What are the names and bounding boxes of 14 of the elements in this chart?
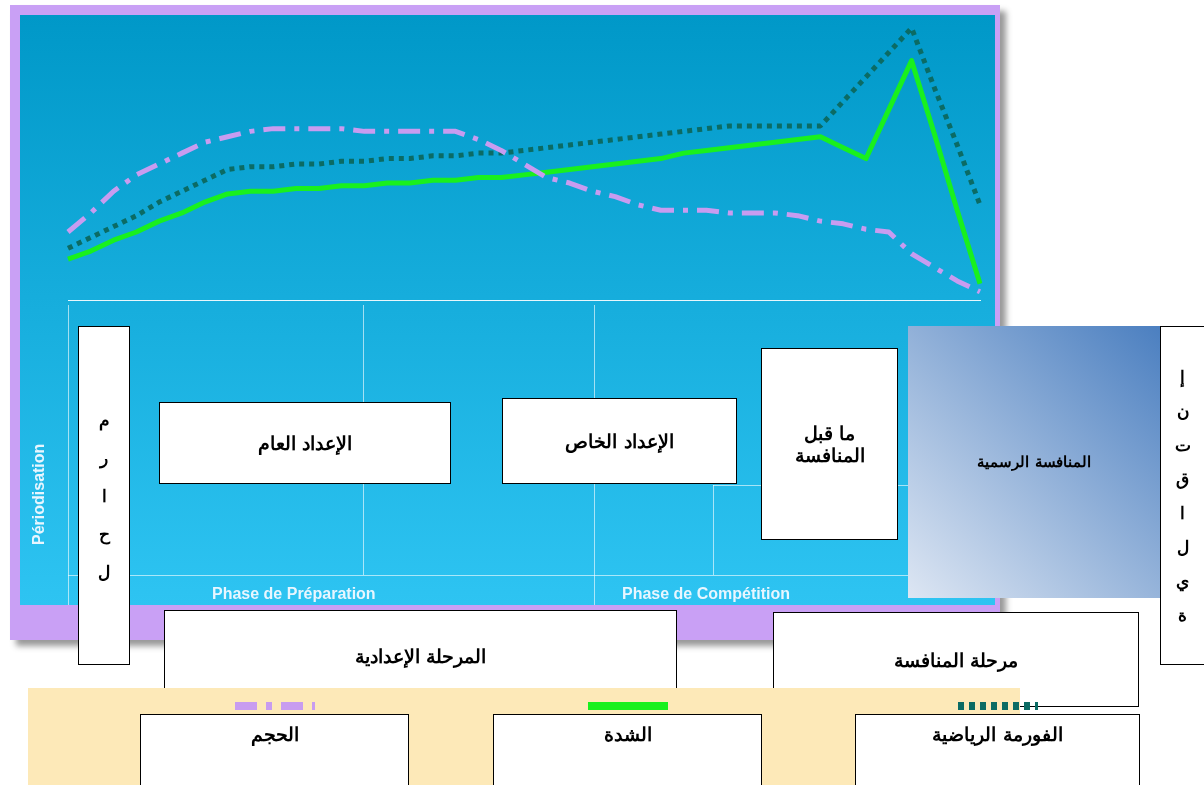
text: Périodisation bbox=[30, 443, 48, 545]
text: الإعداد الخاص bbox=[502, 398, 737, 484]
text: Phase de Compétition bbox=[622, 585, 791, 603]
text: Phase de Préparation bbox=[212, 585, 376, 603]
legend-label: الحجم bbox=[140, 714, 409, 785]
text: المرحلة الإعدادية bbox=[164, 610, 677, 702]
text: الإعداد العام bbox=[159, 402, 451, 484]
text: إنتقالية bbox=[1174, 365, 1191, 627]
text: ما قبل المنافسة bbox=[761, 348, 898, 540]
text: مراحل bbox=[98, 408, 110, 584]
text: مرحلة المنافسة bbox=[773, 612, 1139, 707]
text: المنافسة الرسمية bbox=[908, 326, 1160, 598]
legend-label: الشدة bbox=[493, 714, 762, 785]
legend-label: الفورمة الرياضية bbox=[855, 714, 1140, 785]
